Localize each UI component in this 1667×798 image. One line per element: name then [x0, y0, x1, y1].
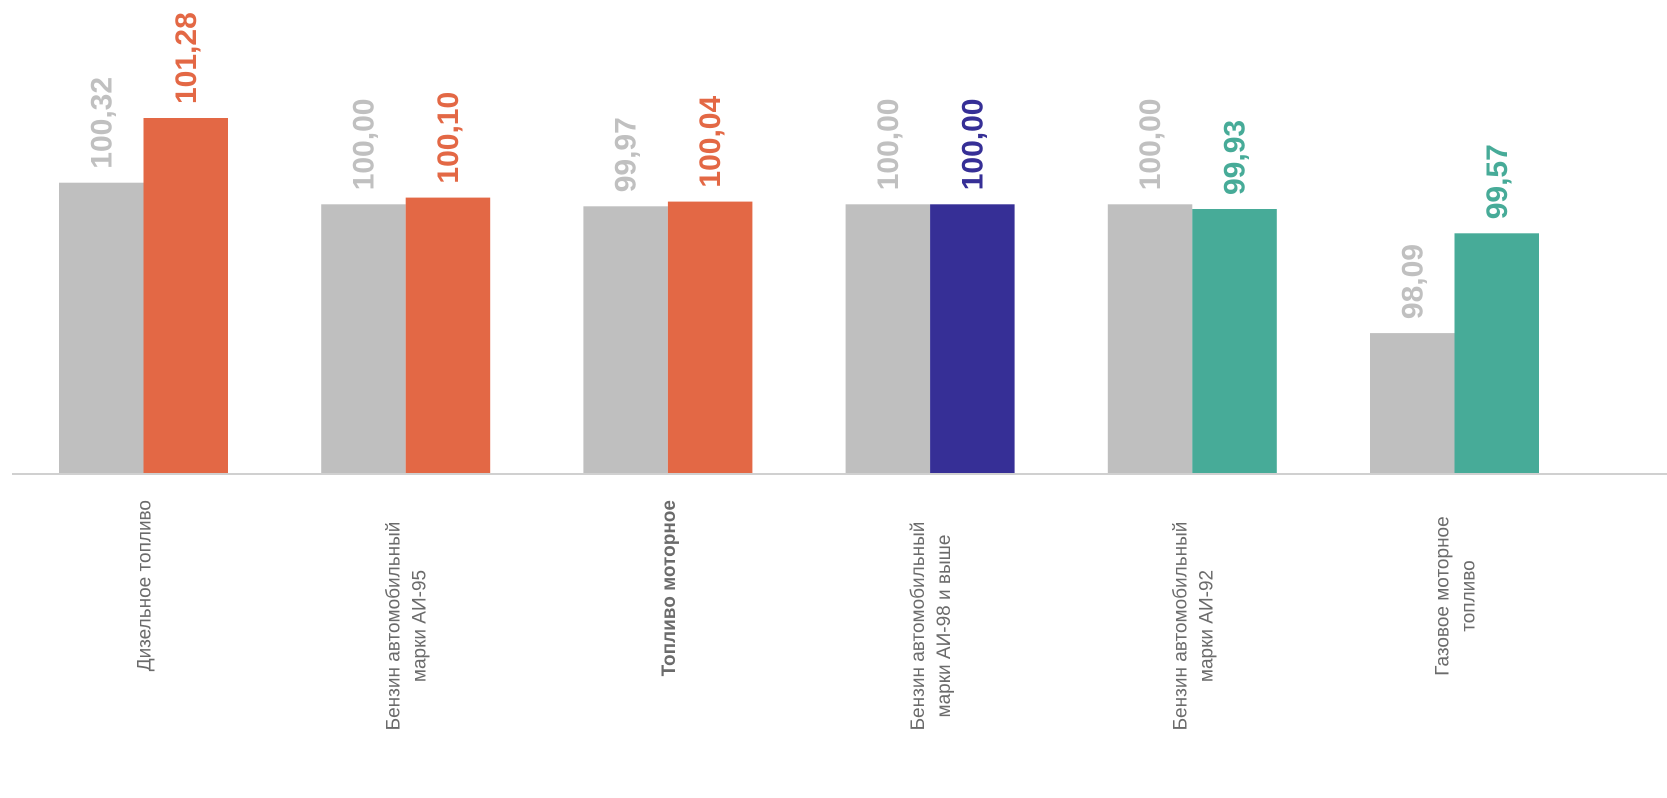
value-label-series2-cat5: 99,93 — [1219, 120, 1252, 195]
value-label-series1-cat6: 98,09 — [1396, 244, 1429, 319]
value-labels-layer: 100,32 101,28 100,00 100,10 99,97 100,04 100,0… — [85, 12, 1514, 319]
value-label-series2-cat3: 100,04 — [694, 96, 727, 188]
value-label-series1-cat1: 100,32 — [85, 77, 118, 169]
value-label-series1-cat2: 100,00 — [347, 99, 380, 191]
category-label-6-line1: Газовое моторное — [1433, 516, 1454, 675]
value-label-series2-cat4: 100,00 — [956, 99, 989, 191]
bars-layer — [59, 118, 1539, 474]
value-label-series1-cat3: 99,97 — [610, 117, 643, 192]
category-label-6-line2: топливо — [1459, 560, 1480, 632]
bar-series2-cat4 — [930, 204, 1015, 474]
category-label-1-line1: Дизельное топливо — [135, 500, 156, 671]
category-label-5-line1: Бензин автомобильный — [1170, 522, 1191, 731]
category-label-2-line2: марки АИ-95 — [410, 570, 431, 682]
category-label-4-line2: марки АИ-98 и выше — [934, 535, 955, 718]
value-label-series1-cat4: 100,00 — [872, 99, 905, 191]
bar-series1-cat3 — [583, 206, 668, 474]
bar-series2-cat3 — [668, 202, 753, 474]
value-label-series1-cat5: 100,00 — [1134, 99, 1167, 191]
value-label-series2-cat1: 101,28 — [170, 12, 203, 104]
category-label-4-line1: Бензин автомобильный — [908, 522, 929, 731]
category-label-5-line2: марки АИ-92 — [1196, 570, 1217, 682]
category-label-3-line1: Топливо моторное — [659, 500, 680, 676]
bar-series2-cat1 — [144, 118, 229, 474]
bar-series2-cat5 — [1192, 209, 1277, 474]
bar-series2-cat6 — [1455, 233, 1540, 474]
bar-series1-cat1 — [59, 183, 144, 474]
bar-series1-cat5 — [1108, 204, 1193, 474]
category-label-2-line1: Бензин автомобильный — [384, 522, 405, 731]
bar-series1-cat4 — [846, 204, 931, 474]
value-label-series2-cat2: 100,10 — [432, 92, 465, 184]
bar-series1-cat6 — [1370, 333, 1455, 474]
bar-series1-cat2 — [321, 204, 406, 474]
category-labels-layer: Дизельное топливо Бензин автомобильный мар… — [135, 500, 1480, 730]
bar-series2-cat2 — [406, 198, 491, 474]
value-label-series2-cat6: 99,57 — [1481, 144, 1514, 219]
